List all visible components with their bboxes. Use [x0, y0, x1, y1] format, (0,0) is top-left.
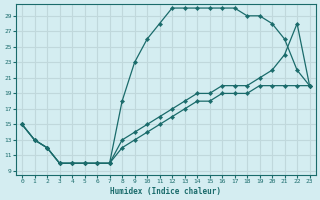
X-axis label: Humidex (Indice chaleur): Humidex (Indice chaleur)	[110, 187, 221, 196]
